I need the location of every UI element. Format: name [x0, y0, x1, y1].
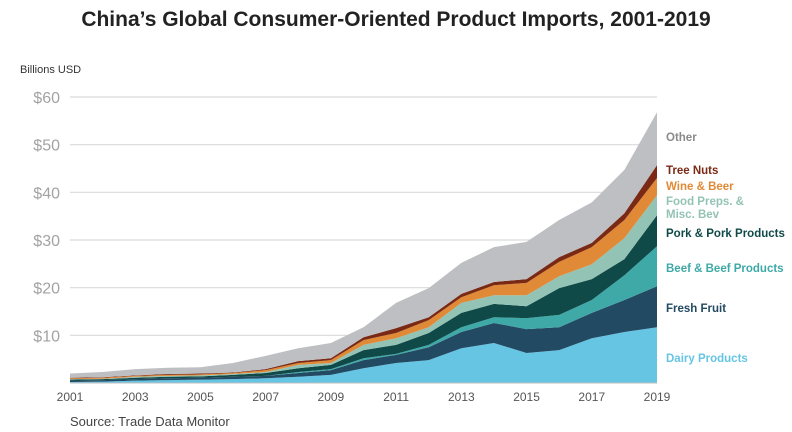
series-label: Food Preps. & Misc. Bev — [666, 196, 744, 221]
series-label: Wine & Beer — [666, 181, 734, 193]
y-tick-label: $40 — [33, 185, 60, 202]
x-tick-label: 2017 — [578, 390, 605, 404]
series-label: Fresh Fruit — [666, 303, 726, 315]
series-label: Beef & Beef Products — [666, 263, 784, 275]
y-tick-label: $50 — [33, 138, 60, 155]
area-fresh-fruit — [70, 286, 657, 383]
series-label: Pork & Pork Products — [666, 228, 785, 240]
source-note: Source: Trade Data Monitor — [70, 414, 230, 429]
x-tick-label: 2009 — [318, 390, 345, 404]
x-tick-label: 2013 — [448, 390, 475, 404]
area-wine-beer — [70, 178, 657, 380]
chart-title: China’s Global Consumer-Oriented Product… — [81, 8, 711, 31]
area-other — [70, 112, 657, 378]
x-tick-label: 2007 — [252, 390, 279, 404]
y-tick-label: $20 — [33, 281, 60, 298]
area-tree-nuts — [70, 165, 657, 379]
x-tick-label: 2001 — [57, 390, 84, 404]
y-tick-label: $60 — [33, 90, 60, 107]
y-axis-unit-label: Billions USD — [20, 64, 82, 76]
y-tick-label: $30 — [33, 233, 60, 250]
series-label: Tree Nuts — [666, 165, 718, 177]
x-tick-label: 2019 — [644, 390, 671, 404]
series-label: Dairy Products — [666, 353, 748, 365]
y-tick-label: $10 — [33, 328, 60, 345]
x-tick-label: 2003 — [122, 390, 149, 404]
x-tick-label: 2005 — [187, 390, 214, 404]
area-dairy-products — [70, 327, 657, 383]
x-tick-label: 2011 — [383, 390, 409, 404]
series-label: Other — [666, 132, 697, 144]
x-tick-label: 2015 — [513, 390, 540, 404]
